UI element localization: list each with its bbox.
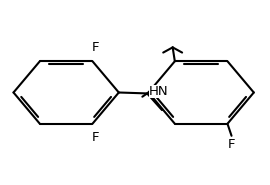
Text: F: F <box>228 138 235 151</box>
Text: HN: HN <box>149 85 169 98</box>
Text: F: F <box>92 41 99 54</box>
Text: F: F <box>92 131 99 144</box>
